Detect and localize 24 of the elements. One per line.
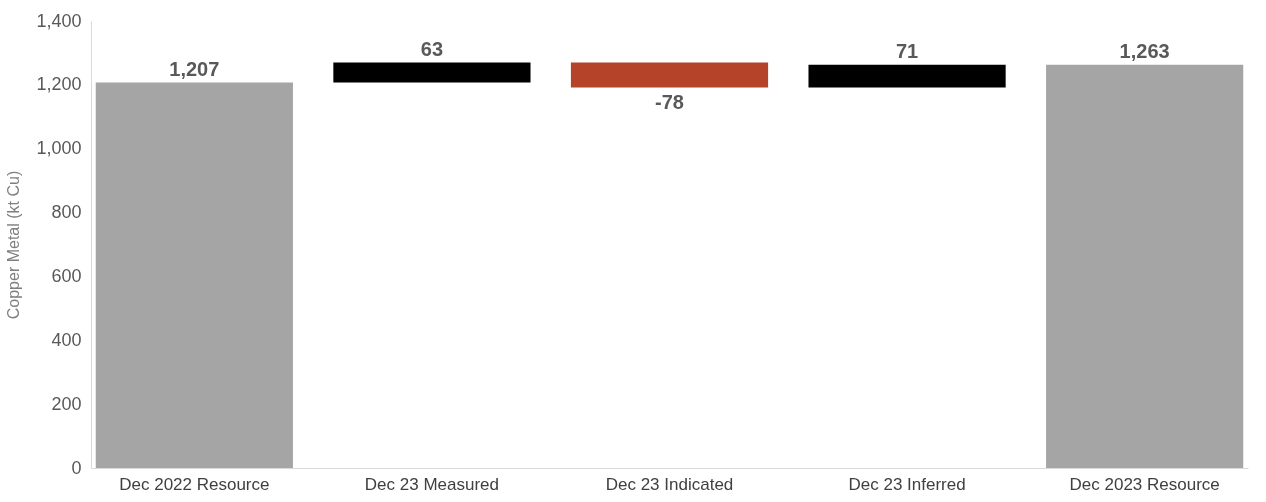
bar (570, 62, 769, 88)
bar (808, 64, 1006, 88)
x-tick-label: Dec 23 Inferred (848, 474, 966, 494)
data-label: -78 (655, 91, 684, 114)
y-axis-title: Copper Metal (kt Cu) (5, 170, 23, 320)
x-tick-label: Dec 23 Measured (364, 474, 500, 494)
data-label: 1,207 (169, 57, 220, 80)
y-tick-label: 200 (51, 393, 82, 414)
bar (333, 62, 531, 83)
y-tick-label: 800 (51, 202, 82, 223)
y-tick-label: 0 (71, 457, 82, 478)
y-tick-label: 600 (51, 265, 82, 286)
data-label: 63 (420, 37, 444, 60)
data-label: 1,263 (1119, 39, 1170, 62)
data-label: 71 (895, 39, 919, 62)
y-tick-label: 1,000 (36, 138, 82, 159)
y-tick-label: 1,200 (36, 74, 82, 95)
y-tick-label: 1,400 (36, 10, 82, 31)
x-tick-label: Dec 2022 Resource (119, 474, 270, 494)
x-tick-label: Dec 2023 Resource (1069, 474, 1220, 494)
x-tick-label: Dec 23 Indicated (605, 474, 734, 494)
bar (95, 82, 293, 468)
bar (1046, 64, 1244, 468)
y-tick-label: 400 (51, 329, 82, 350)
